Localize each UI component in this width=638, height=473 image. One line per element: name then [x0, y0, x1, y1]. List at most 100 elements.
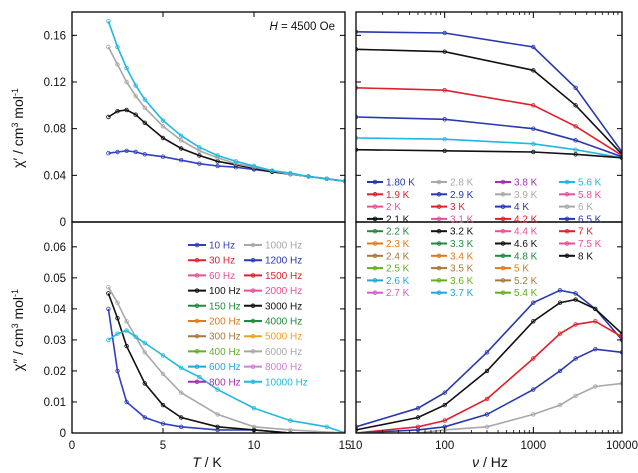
bottom-left-series-line-3 [107, 329, 345, 433]
top-left-data-point [133, 149, 138, 155]
top-left-data-point [215, 163, 220, 169]
top-left-data-point [306, 174, 311, 179]
top-left-data-point [197, 161, 202, 166]
bottom-right-data-point [484, 396, 490, 402]
top-left-data-point [142, 152, 147, 157]
freq-legend-label: 400 Hz [209, 347, 241, 358]
bottom-left-data-point [178, 390, 184, 395]
freq-legend-marker [250, 379, 256, 385]
bottom-left-data-point [124, 328, 129, 333]
top-right-data-point [531, 103, 536, 108]
bottom-left-ytick-label: 0 [60, 428, 66, 440]
freq-legend-marker [250, 303, 256, 309]
temp-legend-marker [500, 204, 506, 209]
top-left-data-point [160, 135, 166, 141]
left-xtick-label: 10 [248, 440, 261, 452]
top-left-data-point [178, 138, 184, 143]
top-right-data-point [442, 49, 447, 54]
top-left-data-point [160, 124, 166, 129]
top-left-data-point [215, 153, 220, 158]
temp-legend-label: 6.5 K [578, 214, 602, 225]
bottom-left-ytick-label: 0.02 [44, 366, 66, 378]
top-left-data-point [124, 107, 129, 113]
temp-legend-label: 2.4 K [386, 251, 410, 262]
freq-legend-label: 3000 Hz [265, 301, 302, 312]
bottom-right-data-point [531, 412, 536, 417]
freq-legend-label: 10000 Hz [265, 377, 308, 388]
top-left-ytick-label: 0.08 [44, 124, 66, 136]
top-left-data-point [106, 114, 111, 120]
top-left-data-point [133, 83, 138, 88]
top-right-data-point [573, 103, 578, 108]
temp-legend-label: 1.80 K [386, 178, 415, 189]
top-left-series-group [106, 19, 345, 184]
top-left-ytick-label: 0.04 [44, 170, 67, 182]
temp-legend-label: 7.5 K [578, 239, 602, 250]
bottom-left-data-point [106, 285, 111, 290]
top-left-data-point [124, 65, 129, 71]
top-left-ytick-label: 0.16 [44, 30, 66, 42]
temp-legend-marker [372, 265, 378, 271]
top-left-data-point [106, 150, 111, 156]
right-xtick-label: 100 [435, 440, 454, 452]
bottom-right-data-point [573, 322, 578, 327]
top-right-series-line-1 [356, 48, 622, 155]
top-left-data-point [133, 93, 138, 99]
temp-legend-marker [436, 253, 442, 259]
bottom-right-data-point [484, 412, 490, 417]
bottom-left-data-point [215, 387, 220, 392]
top-left-data-point [233, 159, 238, 164]
temp-legend-label: 6 K [578, 202, 593, 213]
field-annotation-italic: H [269, 21, 278, 33]
temp-legend-marker [500, 290, 506, 295]
top-right-data-point [442, 136, 447, 142]
xlabel-right: ν / Hz [472, 454, 508, 470]
bottom-right-series-line-1 [356, 298, 622, 431]
temp-legend-label: 8 K [578, 251, 593, 262]
left-xtick-label: 15 [339, 440, 352, 452]
temp-legend-label: 5.6 K [578, 178, 602, 189]
panel-frame-tl [71, 11, 346, 223]
freq-legend-marker [194, 333, 200, 339]
bottom-right-data-point [573, 393, 578, 398]
bottom-left-ytick-label: 0.01 [44, 397, 66, 409]
bottom-left-data-point [288, 427, 293, 433]
temp-legend-label: 3 K [450, 202, 465, 213]
temp-legend-marker [372, 290, 378, 295]
temp-legend-marker [372, 179, 378, 185]
top-left-data-point [288, 170, 293, 176]
temp-legend-marker [372, 253, 378, 259]
bottom-right-data-point [619, 381, 622, 386]
freq-legend-marker [250, 257, 256, 263]
temp-legend-label: 4 K [514, 202, 529, 213]
top-left-data-point [197, 153, 202, 158]
top-right-data-point [573, 147, 578, 152]
temp-legend-marker [372, 241, 378, 246]
xlabel-left: T / K [192, 454, 222, 470]
top-right-series-line-2 [356, 87, 622, 157]
temp-legend-label: 2.3 K [386, 239, 410, 250]
top-left-data-point [142, 120, 147, 125]
bottom-left-ytick-label: 0.03 [44, 335, 66, 347]
panel-frames [71, 11, 623, 434]
temp-legend-label: 4.2 K [514, 214, 538, 225]
temp-legend-label: 2.8 K [450, 178, 474, 189]
freq-legend-marker [194, 349, 200, 354]
freq-legend-label: 5000 Hz [265, 332, 302, 343]
top-left-data-point [124, 148, 129, 153]
temp-legend-label: 3.5 K [450, 264, 474, 275]
ylabel-bottom-sup1: 3 [10, 323, 20, 328]
bottom-right-data-point [619, 331, 622, 336]
right-xtick-label: 10000 [606, 440, 638, 452]
temp-legend-label: 2 K [386, 202, 401, 213]
top-right-data-point [531, 141, 536, 146]
bottom-right-data-point [557, 402, 563, 408]
ylabel-top-sup2: -1 [10, 88, 20, 96]
top-right-data-point [442, 30, 447, 36]
top-left-data-point [142, 97, 147, 102]
freq-legend-marker [194, 288, 200, 293]
freq-legend-marker [194, 257, 200, 263]
freq-legend-marker [250, 349, 256, 354]
temp-legend-label: 4.8 K [514, 251, 538, 262]
bottom-left-data-point [215, 424, 220, 429]
